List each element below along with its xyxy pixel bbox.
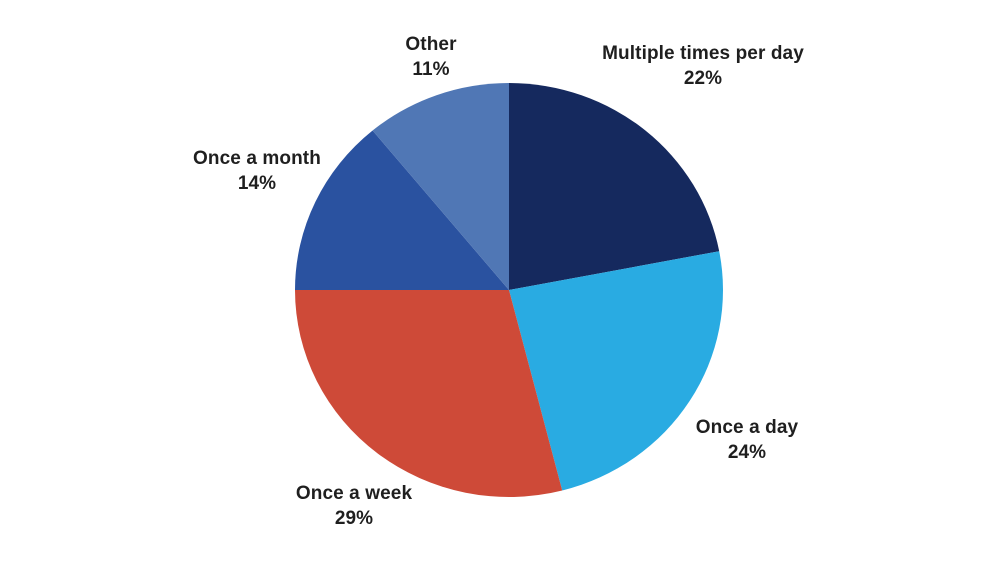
pie-slice-once-a-month <box>295 130 509 290</box>
pie-slice-once-a-week <box>295 290 563 498</box>
pie-slice-multiple-times-per-day <box>509 83 720 290</box>
pie-slice-other <box>372 83 509 290</box>
pie-slice-once-a-day <box>509 251 724 491</box>
